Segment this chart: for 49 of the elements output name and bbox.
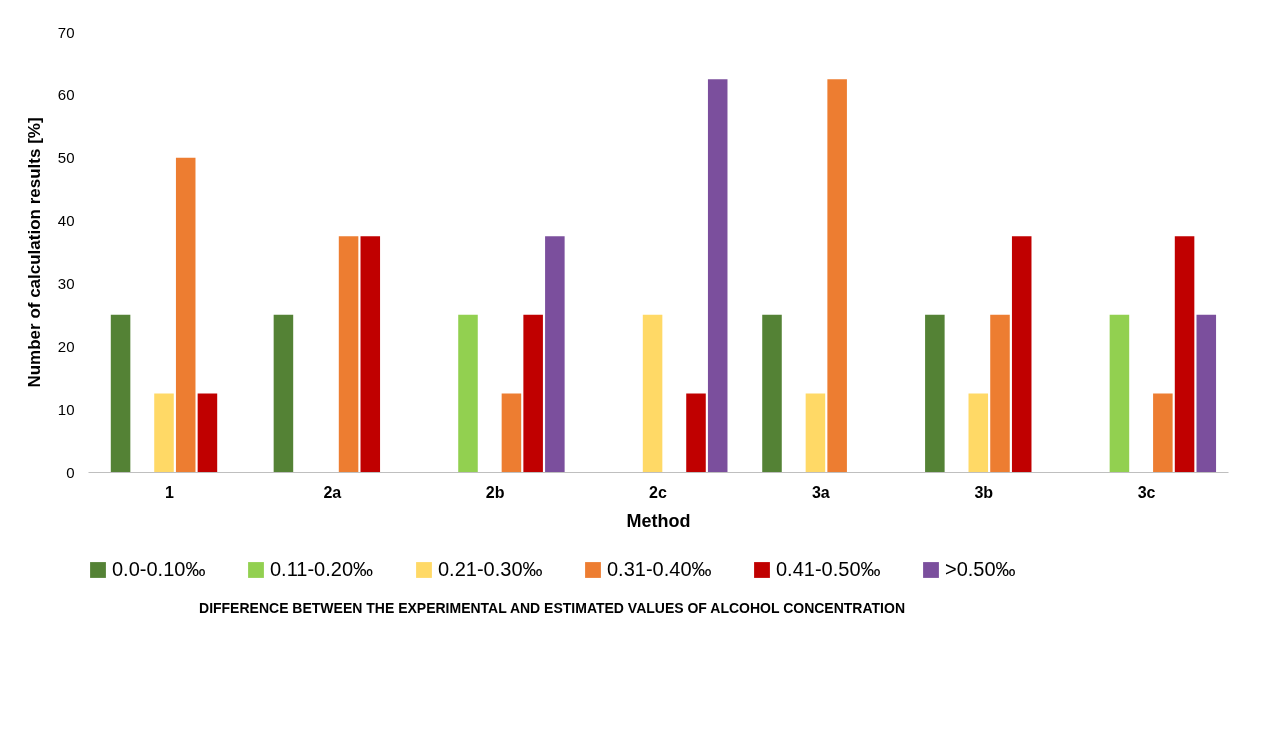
bar xyxy=(805,393,826,472)
y-tick-label: 40 xyxy=(57,212,75,230)
y-tick-label: 30 xyxy=(57,274,75,292)
bar xyxy=(273,314,294,472)
bar xyxy=(360,236,381,472)
x-tick-label: 3a xyxy=(811,483,830,501)
bar xyxy=(827,79,847,472)
bar xyxy=(458,314,478,472)
bar xyxy=(175,157,196,472)
x-tick-label: 2c xyxy=(649,483,667,501)
legend-label: 0.31-0.40‰ xyxy=(607,558,712,580)
bar xyxy=(501,393,522,472)
legend-label: 0.21-0.30‰ xyxy=(438,558,543,580)
y-tick-label: 20 xyxy=(57,337,75,355)
bar xyxy=(110,314,131,472)
bar xyxy=(762,314,782,472)
bar xyxy=(686,393,706,472)
bar xyxy=(1109,314,1130,472)
bar xyxy=(523,314,543,472)
bar xyxy=(154,393,174,472)
bar xyxy=(1196,314,1217,472)
bar xyxy=(707,79,728,472)
legend-label: 0.0-0.10‰ xyxy=(112,558,206,580)
bar xyxy=(338,236,359,472)
y-tick-label: 0 xyxy=(66,463,75,481)
x-tick-label: 3b xyxy=(974,483,994,501)
bar xyxy=(1153,393,1173,472)
legend-label: 0.41-0.50‰ xyxy=(776,558,881,580)
bar xyxy=(1174,236,1195,472)
x-tick-label: 3c xyxy=(1137,483,1156,501)
y-tick-label: 50 xyxy=(57,149,75,167)
y-axis-title: Number of calculation results [%] xyxy=(24,117,44,388)
legend-label: 0.11-0.20‰ xyxy=(270,558,374,580)
bar xyxy=(990,314,1010,472)
bar xyxy=(968,393,989,472)
bar xyxy=(642,314,663,472)
bar xyxy=(1011,236,1032,472)
y-tick-label: 10 xyxy=(57,400,75,418)
y-tick-label: 60 xyxy=(57,86,75,104)
y-tick-label: 70 xyxy=(57,23,75,41)
bar xyxy=(197,393,218,472)
x-axis-title: Method xyxy=(626,510,691,531)
x-tick-label: 2a xyxy=(323,483,342,501)
legend-title: DIFFERENCE BETWEEN THE EXPERIMENTAL AND ESTIMATED VALUES OF ALCOHOL CONCENTRATION xyxy=(199,600,905,616)
x-tick-label: 2b xyxy=(485,483,505,501)
bar xyxy=(925,314,945,472)
x-tick-label: 1 xyxy=(164,483,174,501)
legend-label: >0.50‰ xyxy=(945,558,1016,580)
bar xyxy=(545,236,565,472)
